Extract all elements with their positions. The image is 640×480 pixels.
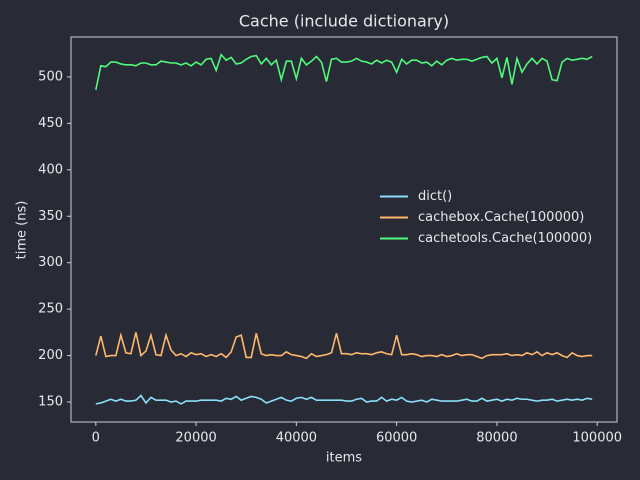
legend-label: cachebox.Cache(100000) (418, 210, 584, 225)
y-tick-label: 450 (38, 116, 63, 131)
y-axis-label: time (ns) (15, 201, 30, 260)
x-tick-label: 100000 (572, 431, 622, 446)
y-tick-label: 500 (38, 69, 63, 84)
x-tick-label: 40000 (276, 431, 317, 446)
y-tick-label: 250 (38, 302, 63, 317)
y-tick-label: 300 (38, 255, 63, 270)
x-tick-label: 20000 (175, 431, 216, 446)
y-tick-label: 350 (38, 209, 63, 224)
y-tick-label: 150 (38, 395, 63, 410)
x-tick-label: 80000 (476, 431, 517, 446)
legend-label: cachetools.Cache(100000) (418, 231, 592, 246)
plot-frame (70, 36, 618, 423)
x-tick-label: 60000 (376, 431, 417, 446)
x-axis-label: items (326, 451, 362, 466)
legend-label: dict() (418, 189, 452, 204)
series-line (95, 53, 593, 91)
series-line (95, 332, 593, 360)
chart-title: Cache (include dictionary) (239, 12, 449, 31)
y-tick-label: 400 (38, 162, 63, 177)
y-tick-label: 200 (38, 348, 63, 363)
x-tick-label: 0 (92, 431, 100, 446)
series-line (95, 394, 593, 405)
